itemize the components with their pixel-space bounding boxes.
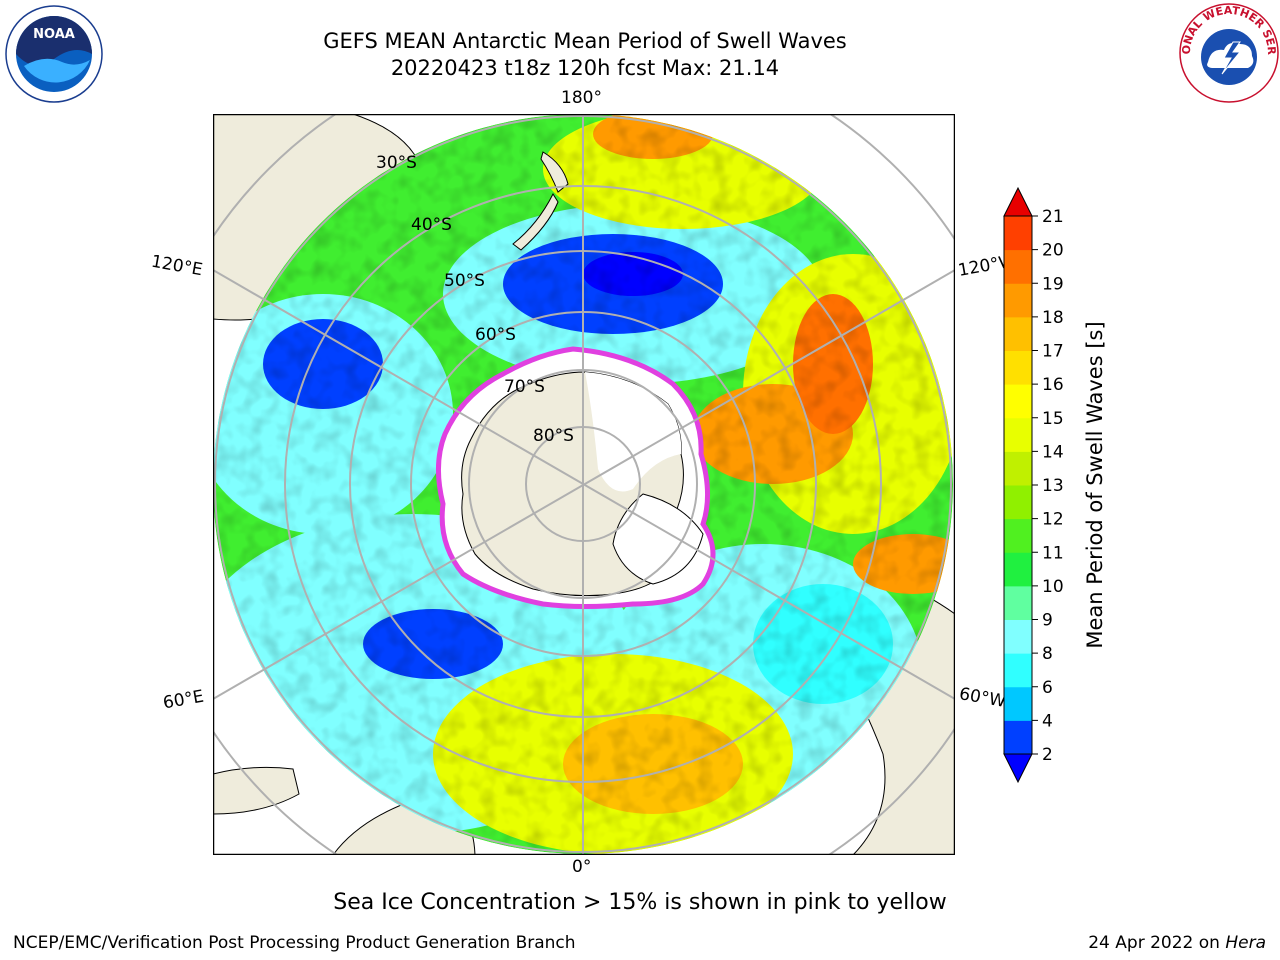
lat-label-80s: 80°S xyxy=(533,426,574,446)
colorbar-band xyxy=(1004,552,1032,587)
colorbar-band xyxy=(1004,619,1032,654)
colorbar-tick-label: 16 xyxy=(1042,375,1064,395)
sea-ice-note: Sea Ice Concentration > 15% is shown in … xyxy=(333,890,947,915)
colorbar-band xyxy=(1004,350,1032,385)
colorbar-label: Mean Period of Swell Waves [s] xyxy=(1083,321,1107,648)
colorbar-band xyxy=(1004,720,1032,755)
colorbar-band xyxy=(1004,417,1032,452)
colorbar-tick-label: 10 xyxy=(1042,577,1064,597)
colorbar-band xyxy=(1004,283,1032,318)
colorbar-band xyxy=(1004,653,1032,688)
map-subtitle: 20220423 t18z 120h fcst Max: 21.14 xyxy=(390,56,780,80)
colorbar-tick-label: 18 xyxy=(1042,308,1064,328)
map-title: GEFS MEAN Antarctic Mean Period of Swell… xyxy=(323,29,847,53)
colorbar-tick-label: 8 xyxy=(1042,644,1053,664)
colorbar-tick-label: 14 xyxy=(1042,442,1064,462)
colorbar-tick-label: 13 xyxy=(1042,476,1064,496)
colorbar-band xyxy=(1004,384,1032,419)
colorbar-tick-label: 11 xyxy=(1042,543,1064,563)
colorbar-band xyxy=(1004,316,1032,351)
new-zealand xyxy=(512,151,569,251)
lat-label-60s: 60°S xyxy=(475,325,516,345)
lat-label-40s: 40°S xyxy=(411,215,452,235)
lon-label-180: 180° xyxy=(561,88,602,108)
lat-label-70s: 70°S xyxy=(504,377,545,397)
latitude-labels: 30°S 40°S 50°S 60°S 70°S 80°S xyxy=(376,153,574,446)
footer-credit: NCEP/EMC/Verification Post Processing Pr… xyxy=(13,933,576,953)
noaa-logo-text: NOAA xyxy=(33,27,75,42)
colorbar-tick-label: 2 xyxy=(1042,745,1053,765)
noaa-logo: NOAA xyxy=(5,5,103,103)
colorbar-tick-label: 6 xyxy=(1042,678,1053,698)
polar-map: 30°S 40°S 50°S 60°S 70°S 80°S xyxy=(213,114,955,855)
colorbar-tick-label: 12 xyxy=(1042,510,1064,530)
lon-label-120e: 120°E xyxy=(149,251,205,281)
colorbar-tick-label: 19 xyxy=(1042,274,1064,294)
colorbar-tick-label: 21 xyxy=(1042,207,1064,227)
colorbar-band xyxy=(1004,216,1032,251)
colorbar-band xyxy=(1004,518,1032,553)
colorbar: 2 4 6 8 9 10 11 12 13 14 15 16 17 18 19 20 21 Mean Perio… xyxy=(1003,186,1107,784)
colorbar-tick-label: 4 xyxy=(1042,711,1053,731)
colorbar-band xyxy=(1004,249,1032,284)
colorbar-band xyxy=(1004,585,1032,620)
lat-label-50s: 50°S xyxy=(444,271,485,291)
lon-label-60e: 60°E xyxy=(161,686,206,714)
footer-date: 24 Apr 2022 on Hera xyxy=(1088,933,1266,953)
lon-label-0: 0° xyxy=(572,857,592,877)
colorbar-tick-label: 9 xyxy=(1042,611,1053,631)
graticule xyxy=(213,114,955,855)
colorbar-tick-label: 20 xyxy=(1042,241,1064,261)
antarctica xyxy=(435,346,716,609)
colorbar-tick-label: 15 xyxy=(1042,409,1064,429)
colorbar-band xyxy=(1004,485,1032,520)
nws-logo: NATIONAL WEATHER SERVICE xyxy=(1178,2,1279,103)
footer-machine: Hera xyxy=(1225,933,1266,953)
colorbar-band xyxy=(1004,451,1032,486)
footer-date-text: 24 Apr 2022 on xyxy=(1088,933,1226,953)
colorbar-band xyxy=(1004,686,1032,721)
colorbar-tick-label: 17 xyxy=(1042,342,1064,362)
lat-label-30s: 30°S xyxy=(376,153,417,173)
